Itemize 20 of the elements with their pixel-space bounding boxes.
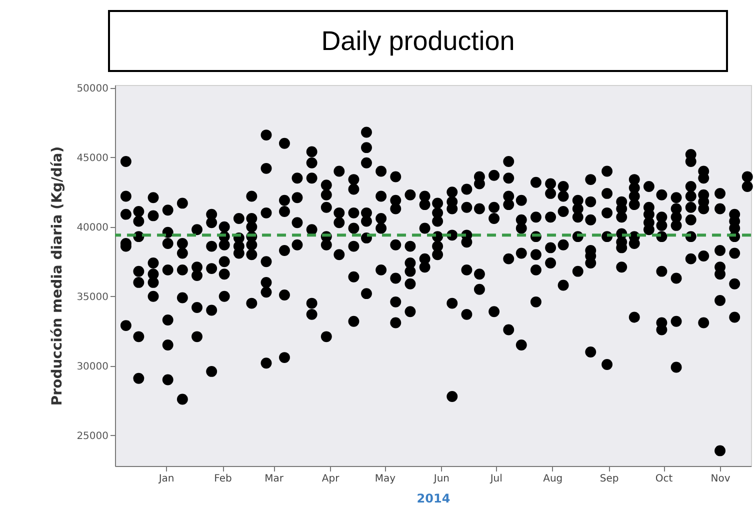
- y-tick-label: 30000: [76, 361, 108, 372]
- x-tick-label: Apr: [322, 474, 340, 484]
- y-tick-label: 40000: [76, 222, 108, 234]
- y-axis-title: Producción media diaria (Kg/día): [50, 146, 66, 406]
- y-tick-label: 35000: [76, 292, 108, 303]
- x-tick-label: Mar: [264, 474, 284, 484]
- x-tick-label: Oct: [655, 474, 673, 484]
- x-tick-label: Jun: [432, 474, 450, 484]
- y-tick-label: 50000: [76, 83, 108, 94]
- x-tick-label: May: [374, 474, 396, 484]
- x-tick-label: Jul: [489, 474, 502, 484]
- x-tick-label: Jan: [158, 474, 174, 484]
- x-tick-label: Aug: [543, 474, 563, 484]
- x-axis-title: 2014: [416, 492, 450, 506]
- x-tick-label: Nov: [710, 474, 730, 484]
- chart-title: Daily production: [108, 10, 728, 72]
- x-tick-label: Sep: [600, 474, 619, 484]
- y-tick-label: 25000: [76, 430, 108, 442]
- x-tick-label: Feb: [214, 474, 232, 484]
- y-tick-label: 45000: [76, 152, 108, 164]
